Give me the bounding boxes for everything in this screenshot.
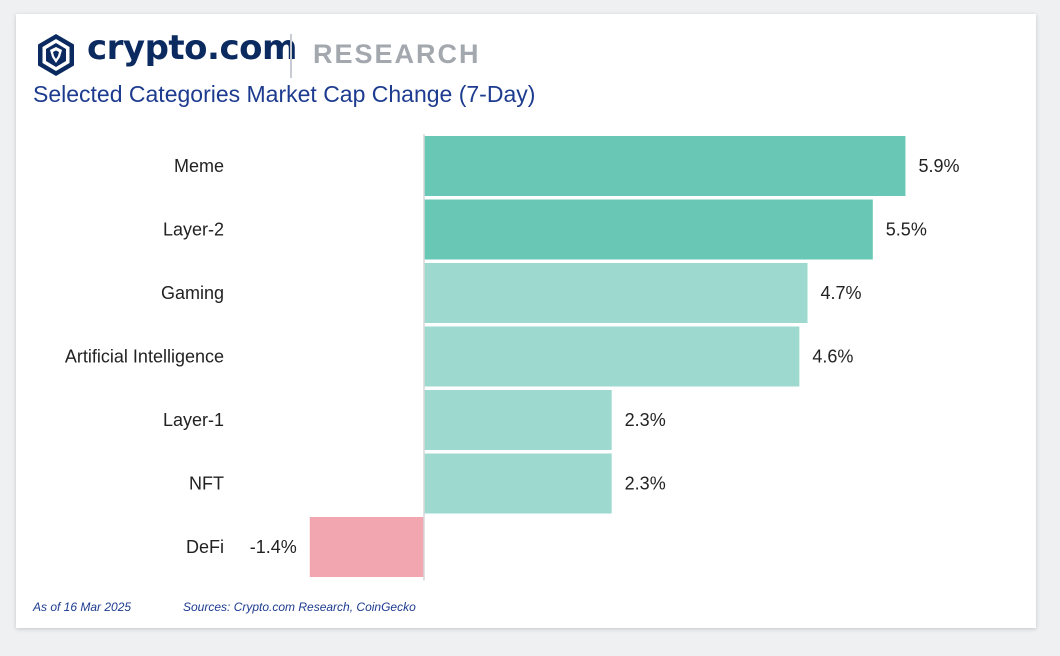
category-label-4: Layer-1: [163, 410, 224, 430]
category-label-1: Layer-2: [163, 220, 224, 240]
bar-0: [424, 136, 906, 196]
data-label-1: 5.5%: [886, 220, 927, 240]
section-label: RESEARCH: [313, 39, 481, 69]
category-label-0: Meme: [174, 156, 224, 176]
bar-5: [424, 453, 612, 514]
data-label-4: 2.3%: [625, 410, 666, 430]
chart-card: crypto.com RESEARCH Selected Categories …: [16, 14, 1036, 628]
bar-1: [424, 199, 873, 260]
data-label-6: -1.4%: [250, 537, 297, 557]
category-label-3: Artificial Intelligence: [65, 347, 224, 367]
bar-4: [424, 390, 612, 450]
data-label-5: 2.3%: [625, 474, 666, 494]
category-label-2: Gaming: [161, 283, 224, 303]
sources-note: Sources: Crypto.com Research, CoinGecko: [183, 600, 416, 614]
data-label-2: 4.7%: [821, 283, 862, 303]
bar-3: [424, 326, 800, 387]
bar-6: [309, 517, 424, 577]
header-divider: [290, 34, 292, 78]
bar-2: [424, 263, 808, 323]
category-label-6: DeFi: [186, 537, 224, 557]
chart-title: Selected Categories Market Cap Change (7…: [33, 81, 536, 107]
crypto-com-lion-shield-icon: [38, 34, 74, 76]
data-label-0: 5.9%: [918, 156, 959, 176]
as-of-date: As of 16 Mar 2025: [33, 600, 132, 614]
category-label-5: NFT: [189, 474, 224, 494]
bar-chart: Meme 5.9% Layer-2 5.5% Gaming 4.7% Artificial …: [65, 134, 959, 581]
brand-name: crypto.com: [87, 28, 297, 68]
brand-header: crypto.com RESEARCH: [16, 14, 1036, 94]
data-label-3: 4.6%: [812, 347, 853, 367]
